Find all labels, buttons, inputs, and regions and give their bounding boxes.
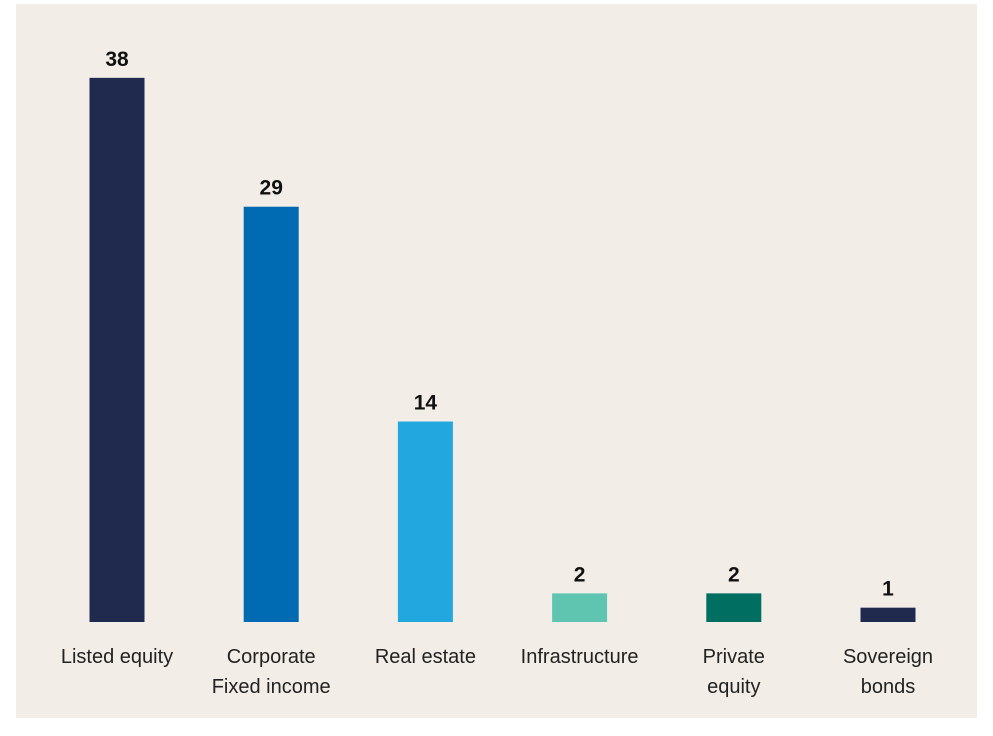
bar [552,593,608,622]
bar [860,607,916,622]
bar [89,77,145,623]
x-tick-label: Sovereign bonds [843,646,933,698]
x-tick-label: Real estate [375,646,476,668]
bar [706,593,762,622]
value-label: 1 [882,578,894,601]
x-tick-label: Corporate Fixed income [212,646,331,698]
x-tick-label: Private equity [703,646,765,698]
value-label: 29 [260,177,283,200]
value-label: 2 [574,563,586,586]
bar [243,206,299,622]
x-tick-label: Listed equity [61,646,173,668]
chart-background [16,4,977,718]
x-tick-label: Infrastructure [521,646,639,668]
value-label: 38 [105,48,129,71]
value-label: 2 [728,563,740,586]
value-label: 14 [414,392,438,415]
bar [397,421,453,622]
